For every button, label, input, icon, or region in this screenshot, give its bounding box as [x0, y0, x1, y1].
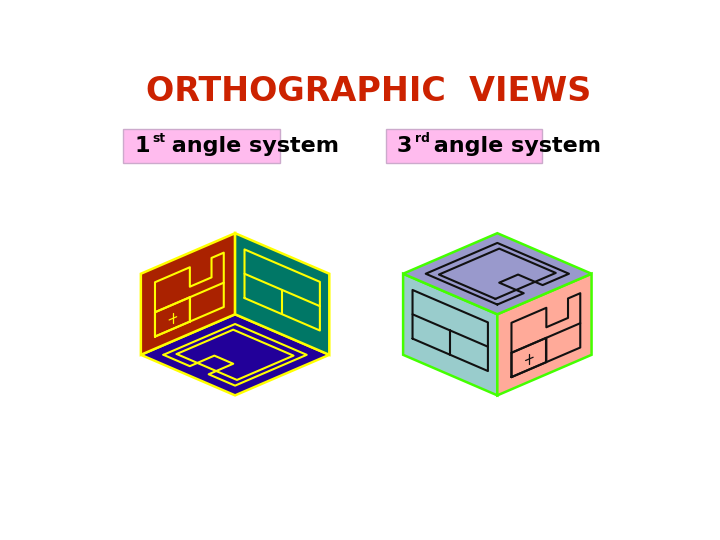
- Text: rd: rd: [415, 132, 430, 145]
- Polygon shape: [403, 274, 498, 395]
- FancyBboxPatch shape: [386, 129, 542, 163]
- Text: angle system: angle system: [163, 136, 338, 156]
- Polygon shape: [498, 274, 592, 395]
- Text: 3: 3: [397, 136, 413, 156]
- FancyBboxPatch shape: [124, 129, 280, 163]
- Polygon shape: [141, 233, 235, 355]
- Polygon shape: [141, 314, 329, 395]
- Text: angle system: angle system: [426, 136, 601, 156]
- Text: 1: 1: [135, 136, 150, 156]
- Text: st: st: [153, 132, 166, 145]
- Polygon shape: [235, 233, 329, 355]
- Text: ORTHOGRAPHIC  VIEWS: ORTHOGRAPHIC VIEWS: [146, 75, 592, 109]
- Polygon shape: [403, 233, 592, 314]
